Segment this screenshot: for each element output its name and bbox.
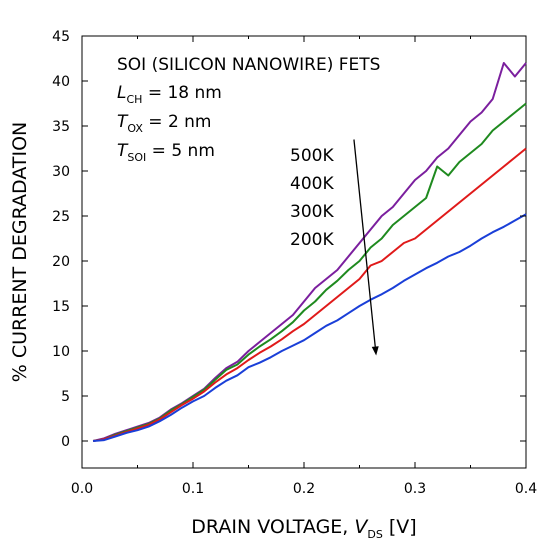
temp-label-200k: 200K — [290, 230, 334, 250]
temp-label-500k: 500K — [290, 146, 334, 166]
temp-label-300k: 300K — [290, 202, 334, 222]
x-tick-label: 0.0 — [71, 481, 93, 497]
param-tsoi: TSOI = 5 nm — [117, 141, 215, 164]
series-line-400k — [92, 102, 527, 442]
x-axis-title: DRAIN VOLTAGE, VDS [V] — [191, 516, 416, 541]
x-axis-ticks: 0.0 0.1 0.2 0.3 0.4 — [71, 36, 537, 497]
param-lch: LCH = 18 nm — [117, 83, 222, 106]
series-line-300k — [92, 147, 527, 442]
param-tox: TOX = 2 nm — [117, 112, 212, 135]
chart-annotation-title: SOI (SILICON NANOWIRE) FETS — [117, 55, 380, 75]
temp-label-400k: 400K — [290, 174, 334, 194]
temperature-arrow — [353, 139, 376, 347]
series-line-200k — [93, 213, 527, 442]
y-tick-label: 45 — [52, 29, 70, 45]
y-tick-label: 20 — [52, 254, 70, 270]
y-tick-label: 35 — [52, 119, 70, 135]
y-tick-label: 0 — [61, 434, 70, 450]
y-tick-label: 10 — [52, 344, 70, 360]
y-tick-label: 30 — [52, 164, 70, 180]
x-tick-label: 0.3 — [404, 481, 426, 497]
y-tick-label: 25 — [52, 209, 70, 225]
x-tick-label: 0.1 — [182, 481, 204, 497]
x-tick-label: 0.4 — [515, 481, 537, 497]
x-tick-label: 0.2 — [293, 481, 315, 497]
y-tick-label: 15 — [52, 299, 70, 315]
y-tick-label: 40 — [52, 74, 70, 90]
y-axis-ticks: 0 5 10 15 20 25 30 35 40 45 — [52, 29, 526, 450]
y-tick-label: 5 — [61, 389, 70, 405]
temperature-arrow-head — [371, 346, 379, 356]
series-layer — [92, 62, 527, 442]
y-axis-title: % CURRENT DEGRADATION — [9, 122, 31, 383]
